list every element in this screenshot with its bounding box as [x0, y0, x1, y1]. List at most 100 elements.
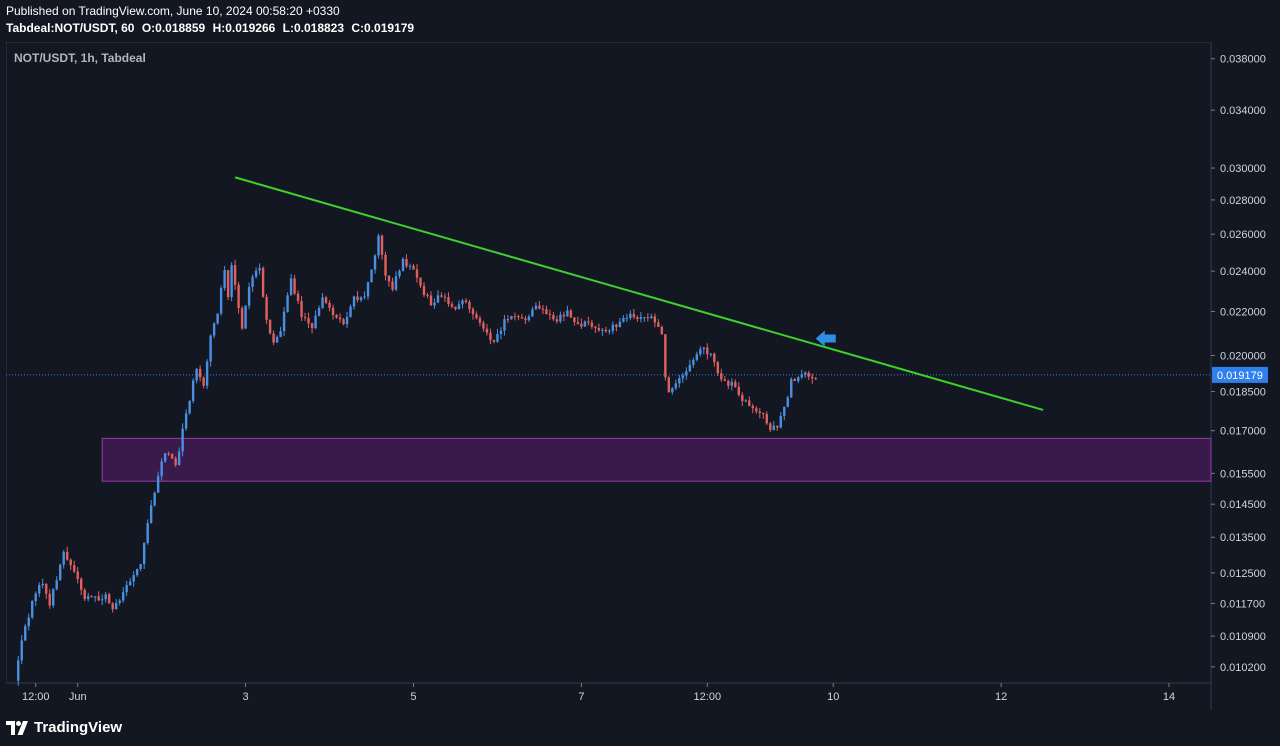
candle[interactable] [527, 314, 531, 322]
candle[interactable] [604, 326, 608, 333]
candle[interactable] [335, 313, 338, 319]
candle[interactable] [59, 563, 62, 581]
candle[interactable] [27, 613, 30, 631]
candle[interactable] [727, 379, 730, 390]
candle[interactable] [310, 322, 314, 334]
candle[interactable] [580, 318, 583, 329]
candle[interactable] [398, 269, 401, 279]
candle[interactable] [111, 602, 114, 613]
candle[interactable] [377, 233, 380, 259]
left-arrow-icon[interactable] [815, 330, 836, 347]
candle[interactable] [321, 293, 324, 309]
candle[interactable] [83, 588, 86, 602]
candle[interactable] [433, 298, 436, 309]
candle[interactable] [244, 305, 247, 330]
candle[interactable] [153, 491, 156, 507]
candlestick-chart[interactable]: NOT/USDT, 1h, Tabdeal 0.038000 0.034000 0.… [5, 41, 1274, 710]
candle[interactable] [251, 274, 254, 292]
candle[interactable] [356, 291, 359, 303]
candle[interactable] [48, 589, 51, 609]
candle[interactable] [748, 396, 751, 407]
candle[interactable] [342, 318, 345, 326]
candle[interactable] [594, 325, 597, 334]
candle[interactable] [545, 305, 548, 315]
candle[interactable] [405, 254, 408, 269]
candle[interactable] [258, 263, 261, 275]
candle[interactable] [429, 291, 433, 306]
candle[interactable] [307, 312, 310, 329]
candle[interactable] [797, 376, 800, 384]
candle[interactable] [338, 313, 342, 323]
chart-frame[interactable]: NOT/USDT, 1h, Tabdeal 0.038000 0.034000 0.… [5, 41, 1274, 710]
candle[interactable] [608, 329, 611, 335]
candle[interactable] [226, 269, 230, 301]
candle[interactable] [517, 314, 520, 321]
candle[interactable] [125, 580, 128, 597]
candle[interactable] [279, 326, 282, 338]
candle[interactable] [272, 330, 275, 346]
candle[interactable] [629, 310, 632, 321]
candle[interactable] [573, 316, 576, 326]
candle[interactable] [76, 567, 79, 584]
candle[interactable] [205, 359, 209, 390]
candle[interactable] [195, 368, 198, 384]
tradingview-brand[interactable]: TradingView [6, 719, 122, 736]
candle[interactable] [230, 262, 233, 302]
candle[interactable] [650, 313, 653, 319]
candle[interactable] [751, 403, 754, 414]
candle[interactable] [174, 456, 177, 467]
candle[interactable] [86, 592, 90, 602]
candle[interactable] [695, 351, 699, 362]
candle[interactable] [121, 587, 125, 603]
candle[interactable] [471, 307, 475, 320]
candle[interactable] [422, 282, 426, 297]
candle[interactable] [394, 271, 398, 292]
candle[interactable] [268, 319, 272, 335]
candle[interactable] [492, 339, 496, 344]
candle[interactable] [566, 305, 569, 317]
candle[interactable] [699, 346, 702, 357]
candle[interactable] [303, 312, 307, 322]
candle[interactable] [597, 323, 601, 332]
candle[interactable] [366, 281, 370, 300]
candle[interactable] [653, 313, 657, 328]
candle[interactable] [611, 321, 615, 335]
candle[interactable] [247, 282, 251, 310]
candle[interactable] [198, 365, 202, 382]
candle[interactable] [419, 277, 422, 288]
candle[interactable] [559, 311, 562, 324]
candle[interactable] [142, 542, 146, 570]
candle[interactable] [93, 596, 97, 602]
candle[interactable] [734, 379, 737, 388]
candle[interactable] [331, 304, 335, 320]
candle[interactable] [660, 325, 664, 335]
candle[interactable] [482, 320, 485, 332]
candle[interactable] [38, 582, 41, 598]
candle[interactable] [114, 599, 118, 610]
candle[interactable] [496, 328, 499, 343]
candle[interactable] [804, 371, 807, 378]
candle[interactable] [776, 425, 779, 431]
candle[interactable] [237, 281, 240, 314]
candle[interactable] [576, 316, 580, 325]
candle[interactable] [314, 310, 317, 330]
candle[interactable] [296, 290, 300, 305]
candle[interactable] [359, 296, 363, 303]
candle[interactable] [412, 263, 415, 270]
candle[interactable] [261, 266, 265, 298]
candle[interactable] [254, 267, 258, 279]
candle[interactable] [692, 357, 695, 368]
candle[interactable] [499, 327, 503, 340]
candle[interactable] [709, 352, 713, 357]
candle[interactable] [737, 382, 740, 397]
candle[interactable] [506, 315, 510, 324]
candle[interactable] [475, 311, 478, 320]
candle[interactable] [45, 582, 48, 600]
candle[interactable] [24, 623, 27, 642]
candle[interactable] [800, 369, 803, 380]
candle[interactable] [380, 234, 384, 260]
candle[interactable] [587, 316, 590, 326]
candle[interactable] [639, 312, 643, 323]
candle[interactable] [443, 293, 447, 302]
candle[interactable] [387, 275, 391, 287]
